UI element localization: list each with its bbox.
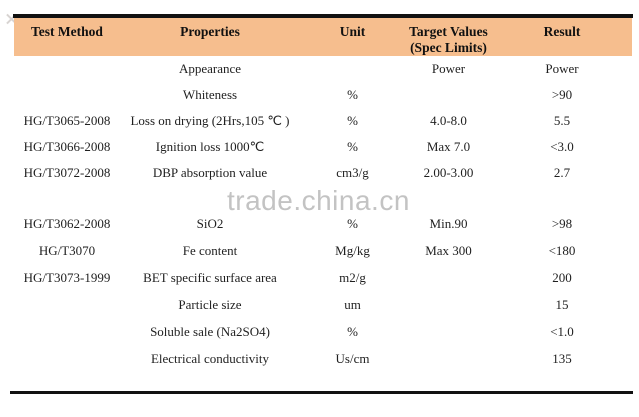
cell-result: <3.0 bbox=[550, 139, 574, 155]
cell-unit: Mg/kg bbox=[335, 242, 370, 258]
cell-test-method: HG/T3070 bbox=[38, 242, 96, 258]
table-row: HG/T3066-2008 Ignition loss 1000℃ % Max … bbox=[14, 134, 632, 160]
cell-result: Power bbox=[545, 61, 579, 77]
cell-test-method bbox=[14, 56, 120, 82]
cell-unit: Us/cm bbox=[335, 350, 370, 366]
cell-unit: m2/g bbox=[339, 269, 366, 285]
cell-target bbox=[405, 318, 492, 345]
cell-test-method: HG/T3072-2008 bbox=[23, 165, 111, 181]
table-row: HG/T3065-2008 Loss on drying (2Hrs,105 ℃… bbox=[14, 108, 632, 134]
cell-property: Appearance bbox=[178, 61, 242, 77]
cell-property: Loss on drying (2Hrs,105 ℃ ) bbox=[130, 113, 290, 129]
cell-result: 200 bbox=[552, 269, 572, 285]
cell-unit: cm3/g bbox=[336, 165, 369, 181]
cell-unit: % bbox=[347, 87, 358, 103]
cell-target: Max 7.0 bbox=[426, 139, 471, 155]
cell-result: >90 bbox=[551, 87, 573, 103]
cell-test-method: HG/T3066-2008 bbox=[23, 139, 111, 155]
table-bottom-rule bbox=[10, 391, 633, 394]
table-row: HG/T3070 Fe content Mg/kg Max 300 <180 bbox=[14, 237, 632, 264]
table-row: HG/T3062-2008 SiO2 % Min.90 >98 bbox=[14, 210, 632, 237]
table-top-rule bbox=[13, 14, 633, 18]
table-row: HG/T3072-2008 DBP absorption value cm3/g… bbox=[14, 160, 632, 186]
cell-target: 2.00-3.00 bbox=[423, 165, 474, 181]
cell-property: Particle size bbox=[178, 296, 242, 312]
table-row: Whiteness % >90 bbox=[14, 82, 632, 108]
header-unit: Unit bbox=[300, 18, 405, 57]
header-result: Result bbox=[492, 18, 632, 57]
cell-target bbox=[405, 345, 492, 372]
cell-property: Fe content bbox=[182, 242, 238, 258]
cell-result: <180 bbox=[548, 242, 576, 258]
cell-property: BET specific surface area bbox=[143, 269, 277, 285]
header-row: Test Method Properties Unit Target Value… bbox=[14, 18, 632, 57]
header-target-values-label: Target Values bbox=[409, 24, 488, 39]
cell-property: Whiteness bbox=[182, 87, 238, 103]
cell-target: Max 300 bbox=[425, 242, 472, 258]
cell-property: SiO2 bbox=[196, 215, 224, 231]
header-properties: Properties bbox=[120, 18, 300, 57]
table-row: HG/T3073-1999 BET specific surface area … bbox=[14, 264, 632, 291]
cell-unit: % bbox=[347, 113, 358, 129]
cell-target bbox=[405, 291, 492, 318]
cell-target bbox=[405, 264, 492, 291]
cell-test-method bbox=[14, 291, 120, 318]
cell-unit: % bbox=[347, 323, 358, 339]
cell-target: Min.90 bbox=[429, 215, 468, 231]
cell-result: 2.7 bbox=[553, 165, 571, 181]
cell-property: Soluble sale (Na2SO4) bbox=[150, 323, 270, 339]
cell-property: DBP absorption value bbox=[152, 165, 268, 181]
cell-test-method bbox=[14, 345, 120, 372]
table-row: Particle size um 15 bbox=[14, 291, 632, 318]
cell-result: >98 bbox=[551, 215, 573, 231]
header-target-values: Target Values (Spec Limits) bbox=[405, 18, 492, 57]
cell-property: Ignition loss 1000℃ bbox=[155, 139, 265, 155]
cell-test-method: HG/T3065-2008 bbox=[23, 113, 111, 129]
cell-result: 135 bbox=[552, 350, 572, 366]
table-row: Appearance Power Power bbox=[14, 56, 632, 82]
cell-result: 15 bbox=[555, 296, 569, 312]
table-row: Soluble sale (Na2SO4) % <1.0 bbox=[14, 318, 632, 345]
spec-table: Test Method Properties Unit Target Value… bbox=[14, 18, 632, 372]
cell-unit: um bbox=[344, 296, 361, 312]
cell-unit: % bbox=[347, 215, 358, 231]
cell-result: 5.5 bbox=[553, 113, 571, 129]
cell-target bbox=[405, 82, 492, 108]
cell-test-method: HG/T3073-1999 bbox=[23, 269, 111, 285]
cell-target: Power bbox=[431, 61, 466, 77]
cell-result: <1.0 bbox=[550, 323, 574, 339]
cell-target: 4.0-8.0 bbox=[430, 113, 467, 129]
cell-test-method bbox=[14, 318, 120, 345]
header-spec-limits-label: (Spec Limits) bbox=[410, 40, 487, 56]
cell-unit bbox=[300, 56, 405, 82]
table-row: Electrical conductivity Us/cm 135 bbox=[14, 345, 632, 372]
cell-test-method bbox=[14, 82, 120, 108]
cell-test-method: HG/T3062-2008 bbox=[23, 215, 111, 231]
cell-unit: % bbox=[347, 139, 358, 155]
header-test-method: Test Method bbox=[14, 18, 120, 57]
cell-property: Electrical conductivity bbox=[150, 350, 270, 366]
watermark: trade.china.cn bbox=[227, 185, 410, 216]
